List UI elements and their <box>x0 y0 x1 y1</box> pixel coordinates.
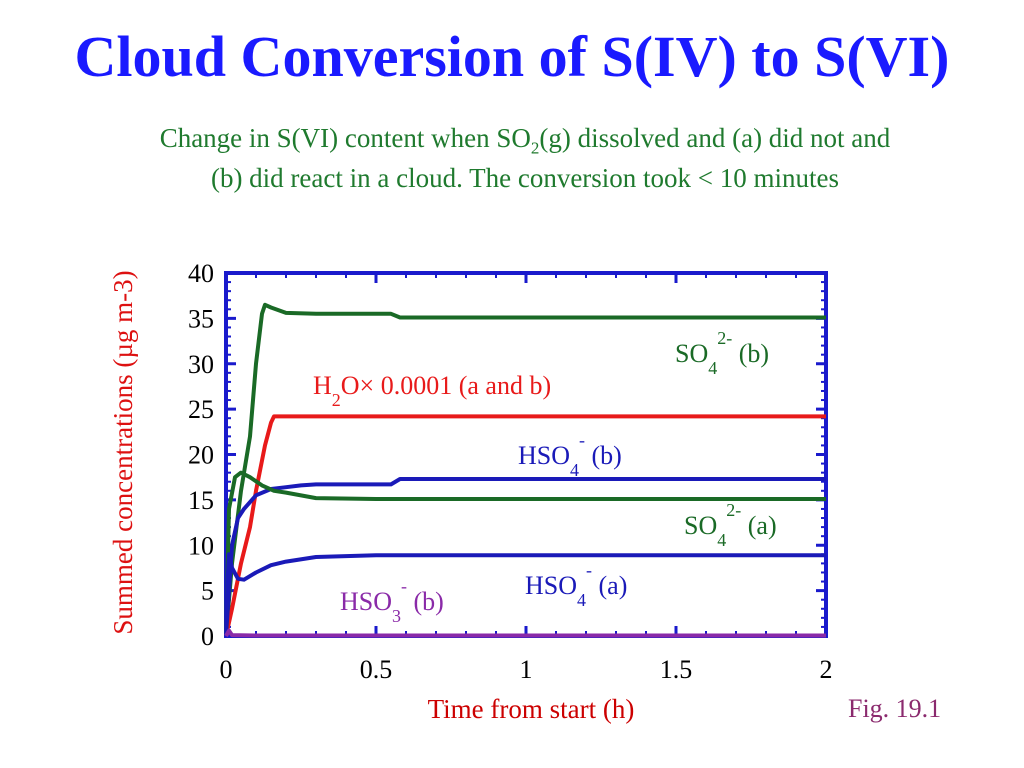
x-tick-label: 1.5 <box>660 655 693 684</box>
y-tick-label: 5 <box>201 577 214 606</box>
series-h2o-line <box>224 414 826 637</box>
y-tick-label: 30 <box>188 350 214 379</box>
y-tick-label: 25 <box>188 395 214 424</box>
x-tick-label: 0 <box>220 655 233 684</box>
subtitle-part1: Change in S(VI) content when SO <box>159 123 531 153</box>
y-tick-label: 20 <box>188 441 214 470</box>
series-h2o-label: H2O× 0.0001 (a and b) <box>313 371 551 410</box>
series-hso4_a-label: HSO4- (a) <box>525 560 627 610</box>
y-axis-label: Summed concentrations (µg m-3) <box>108 270 138 634</box>
series-hso3_b-label: HSO3- (b) <box>340 576 444 626</box>
x-tick-label: 0.5 <box>360 655 393 684</box>
series-hso4_b-label: HSO4- (b) <box>518 430 622 480</box>
slide-title: Cloud Conversion of S(IV) to S(VI) <box>74 24 950 89</box>
slide-subtitle: Change in S(VI) content when SO2(g) diss… <box>40 120 1010 197</box>
series-so4_a-label: SO42- (a) <box>684 500 777 550</box>
y-tick-label: 10 <box>188 531 214 560</box>
y-tick-label: 40 <box>188 259 214 288</box>
x-tick-label: 1 <box>520 655 533 684</box>
subtitle-part2: (g) dissolved and (a) did not and <box>539 123 891 153</box>
y-tick-label: 0 <box>201 622 214 651</box>
subtitle-subscript: 2 <box>530 138 540 158</box>
y-tick-label: 15 <box>188 486 214 515</box>
series-hso3_b-line <box>224 628 826 638</box>
series-so4_a-line <box>224 470 826 637</box>
figure-label: Fig. 19.1 <box>848 694 942 723</box>
x-tick-label: 2 <box>820 655 833 684</box>
y-tick-label: 35 <box>188 304 214 333</box>
subtitle-line2: (b) did react in a cloud. The conversion… <box>210 163 840 194</box>
x-axis-label: Time from start (h) <box>428 694 635 724</box>
series-hso4_b-line <box>224 477 826 637</box>
series-hso4_a-line <box>224 552 826 637</box>
series-so4_b-label: SO42- (b) <box>675 328 769 378</box>
